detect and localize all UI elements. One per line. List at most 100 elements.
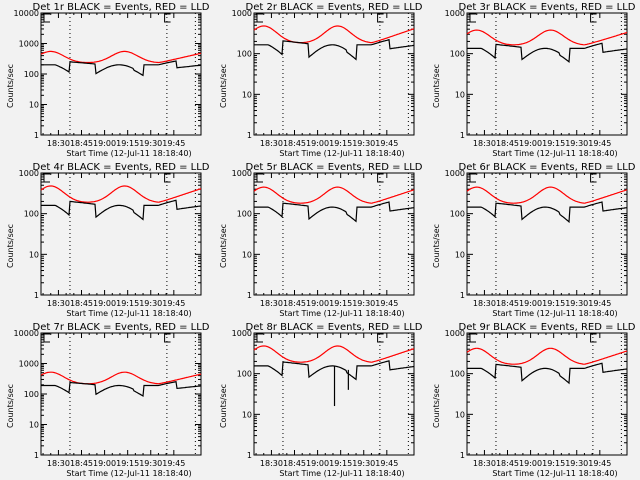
y-tick-label: 100 — [24, 70, 39, 79]
x-tick-label: 19:30 — [565, 139, 588, 148]
x-tick-label: 19:30 — [139, 139, 162, 148]
y-tick-label: 1000 — [445, 9, 465, 18]
x-tick-label: 19:15 — [329, 299, 352, 308]
series-events-black — [467, 201, 628, 224]
panel-title: Det 6r BLACK = Events, RED = LLD — [459, 162, 636, 173]
y-tick-label: 100 — [24, 210, 39, 219]
panel-det-9r: Det 9r BLACK = Events, RED = LLD 1 10 100 10… — [432, 322, 636, 478]
series-lld-red — [466, 186, 628, 204]
x-tick-label: 19:15 — [116, 139, 139, 148]
x-tick-label: 19:15 — [116, 299, 139, 308]
x-tick-label: 19:45 — [375, 139, 398, 148]
panel-det-2r: Det 2r BLACK = Events, RED = LLD 1 10 100 10… — [219, 2, 423, 158]
y-tick-label: 1000 — [232, 169, 252, 178]
x-tick-label: 18:45 — [70, 139, 93, 148]
series-lld-red — [253, 186, 415, 204]
panel-det-1r: Det 1r BLACK = Events, RED = LLD 1 10 100 10… — [6, 2, 210, 158]
x-tick-label: 19:30 — [565, 299, 588, 308]
saa-flag-mark — [377, 13, 384, 23]
series-events-black — [41, 199, 202, 221]
x-tick-label: 18:45 — [496, 459, 519, 468]
y-tick-label: 1 — [460, 451, 465, 460]
panel-title: Det 4r BLACK = Events, RED = LLD — [33, 162, 210, 173]
x-tick-label: 18:45 — [283, 139, 306, 148]
y-tick-label: 10 — [242, 250, 252, 259]
y-tick-label: 100 — [450, 370, 465, 379]
x-tick-label: 18:30 — [260, 459, 283, 468]
x-tick-label: 19:45 — [162, 299, 185, 308]
panel-title: Det 1r BLACK = Events, RED = LLD — [33, 2, 210, 13]
plot-frame — [253, 332, 415, 456]
x-tick-label: 19:45 — [375, 299, 398, 308]
y-tick-label: 1 — [460, 131, 465, 140]
saa-flag-mark — [43, 173, 50, 183]
x-axis-label: Start Time (12-Jul-11 18:18:40) — [492, 309, 617, 318]
plot-frame — [253, 172, 415, 296]
x-tick-label: 19:00 — [306, 299, 329, 308]
panel-title: Det 2r BLACK = Events, RED = LLD — [246, 2, 423, 13]
x-tick-label: 19:30 — [352, 139, 375, 148]
x-tick-label: 19:15 — [116, 459, 139, 468]
series-lld-red — [253, 345, 415, 363]
x-tick-label: 19:00 — [519, 139, 542, 148]
y-tick-label: 1000 — [232, 329, 252, 338]
saa-flag-mark — [590, 13, 597, 23]
x-tick-label: 19:30 — [139, 299, 162, 308]
x-axis-label: Start Time (12-Jul-11 18:18:40) — [492, 469, 617, 478]
panel-det-6r: Det 6r BLACK = Events, RED = LLD 1 10 100 10… — [432, 162, 636, 318]
x-tick-label: 19:15 — [542, 299, 565, 308]
y-tick-label: 1000 — [445, 169, 465, 178]
y-tick-label: 10 — [455, 90, 465, 99]
saa-flag-mark — [43, 333, 50, 343]
y-tick-label: 1 — [460, 291, 465, 300]
panel-title: Det 5r BLACK = Events, RED = LLD — [246, 162, 423, 173]
saa-flag-mark — [469, 13, 476, 23]
panel-det-8r: Det 8r BLACK = Events, RED = LLD 1 10 100 10… — [219, 322, 423, 478]
series-events-black — [467, 362, 628, 385]
y-axis-label: Counts/sec — [432, 64, 441, 108]
series-lld-red — [466, 347, 628, 365]
x-tick-label: 19:30 — [352, 459, 375, 468]
panel-det-3r: Det 3r BLACK = Events, RED = LLD 1 10 100 10… — [432, 2, 636, 158]
saa-flag-mark — [590, 333, 597, 343]
y-tick-label: 100 — [237, 50, 252, 59]
saa-flag-mark — [590, 173, 597, 183]
plot-frame — [466, 12, 628, 136]
x-tick-label: 19:15 — [329, 139, 352, 148]
x-tick-label: 19:45 — [588, 459, 611, 468]
x-tick-label: 19:00 — [93, 459, 116, 468]
y-axis-label: Counts/sec — [432, 384, 441, 428]
y-axis-label: Counts/sec — [219, 384, 228, 428]
y-axis-label: Counts/sec — [6, 64, 15, 108]
x-tick-label: 19:30 — [352, 299, 375, 308]
x-axis-label: Start Time (12-Jul-11 18:18:40) — [279, 309, 404, 318]
x-axis-label: Start Time (12-Jul-11 18:18:40) — [279, 149, 404, 158]
x-tick-label: 19:00 — [93, 139, 116, 148]
y-tick-label: 10 — [242, 90, 252, 99]
plot-frame — [253, 12, 415, 136]
x-tick-label: 18:30 — [473, 459, 496, 468]
series-lld-red — [253, 25, 415, 44]
x-axis-label: Start Time (12-Jul-11 18:18:40) — [492, 149, 617, 158]
y-tick-label: 1 — [247, 291, 252, 300]
x-tick-label: 18:30 — [260, 299, 283, 308]
y-tick-label: 1 — [34, 291, 39, 300]
series-events-black — [41, 60, 202, 77]
x-tick-label: 18:45 — [283, 299, 306, 308]
plot-frame — [466, 332, 628, 456]
y-tick-label: 10 — [29, 421, 39, 430]
saa-flag-mark — [377, 333, 384, 343]
y-tick-label: 1000 — [19, 360, 39, 369]
saa-flag-mark — [469, 333, 476, 343]
x-tick-label: 18:45 — [496, 139, 519, 148]
y-tick-label: 1000 — [232, 9, 252, 18]
plot-frame — [40, 12, 202, 136]
y-axis-label: Counts/sec — [219, 224, 228, 268]
x-tick-label: 18:45 — [70, 459, 93, 468]
x-tick-label: 18:30 — [473, 299, 496, 308]
x-tick-label: 19:15 — [542, 459, 565, 468]
plot-frame — [40, 172, 202, 296]
x-tick-label: 19:30 — [565, 459, 588, 468]
x-tick-label: 19:45 — [162, 139, 185, 148]
